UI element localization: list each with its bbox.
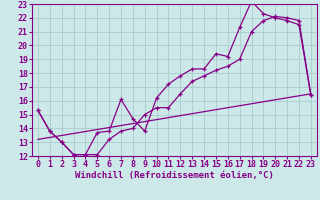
X-axis label: Windchill (Refroidissement éolien,°C): Windchill (Refroidissement éolien,°C) (75, 171, 274, 180)
